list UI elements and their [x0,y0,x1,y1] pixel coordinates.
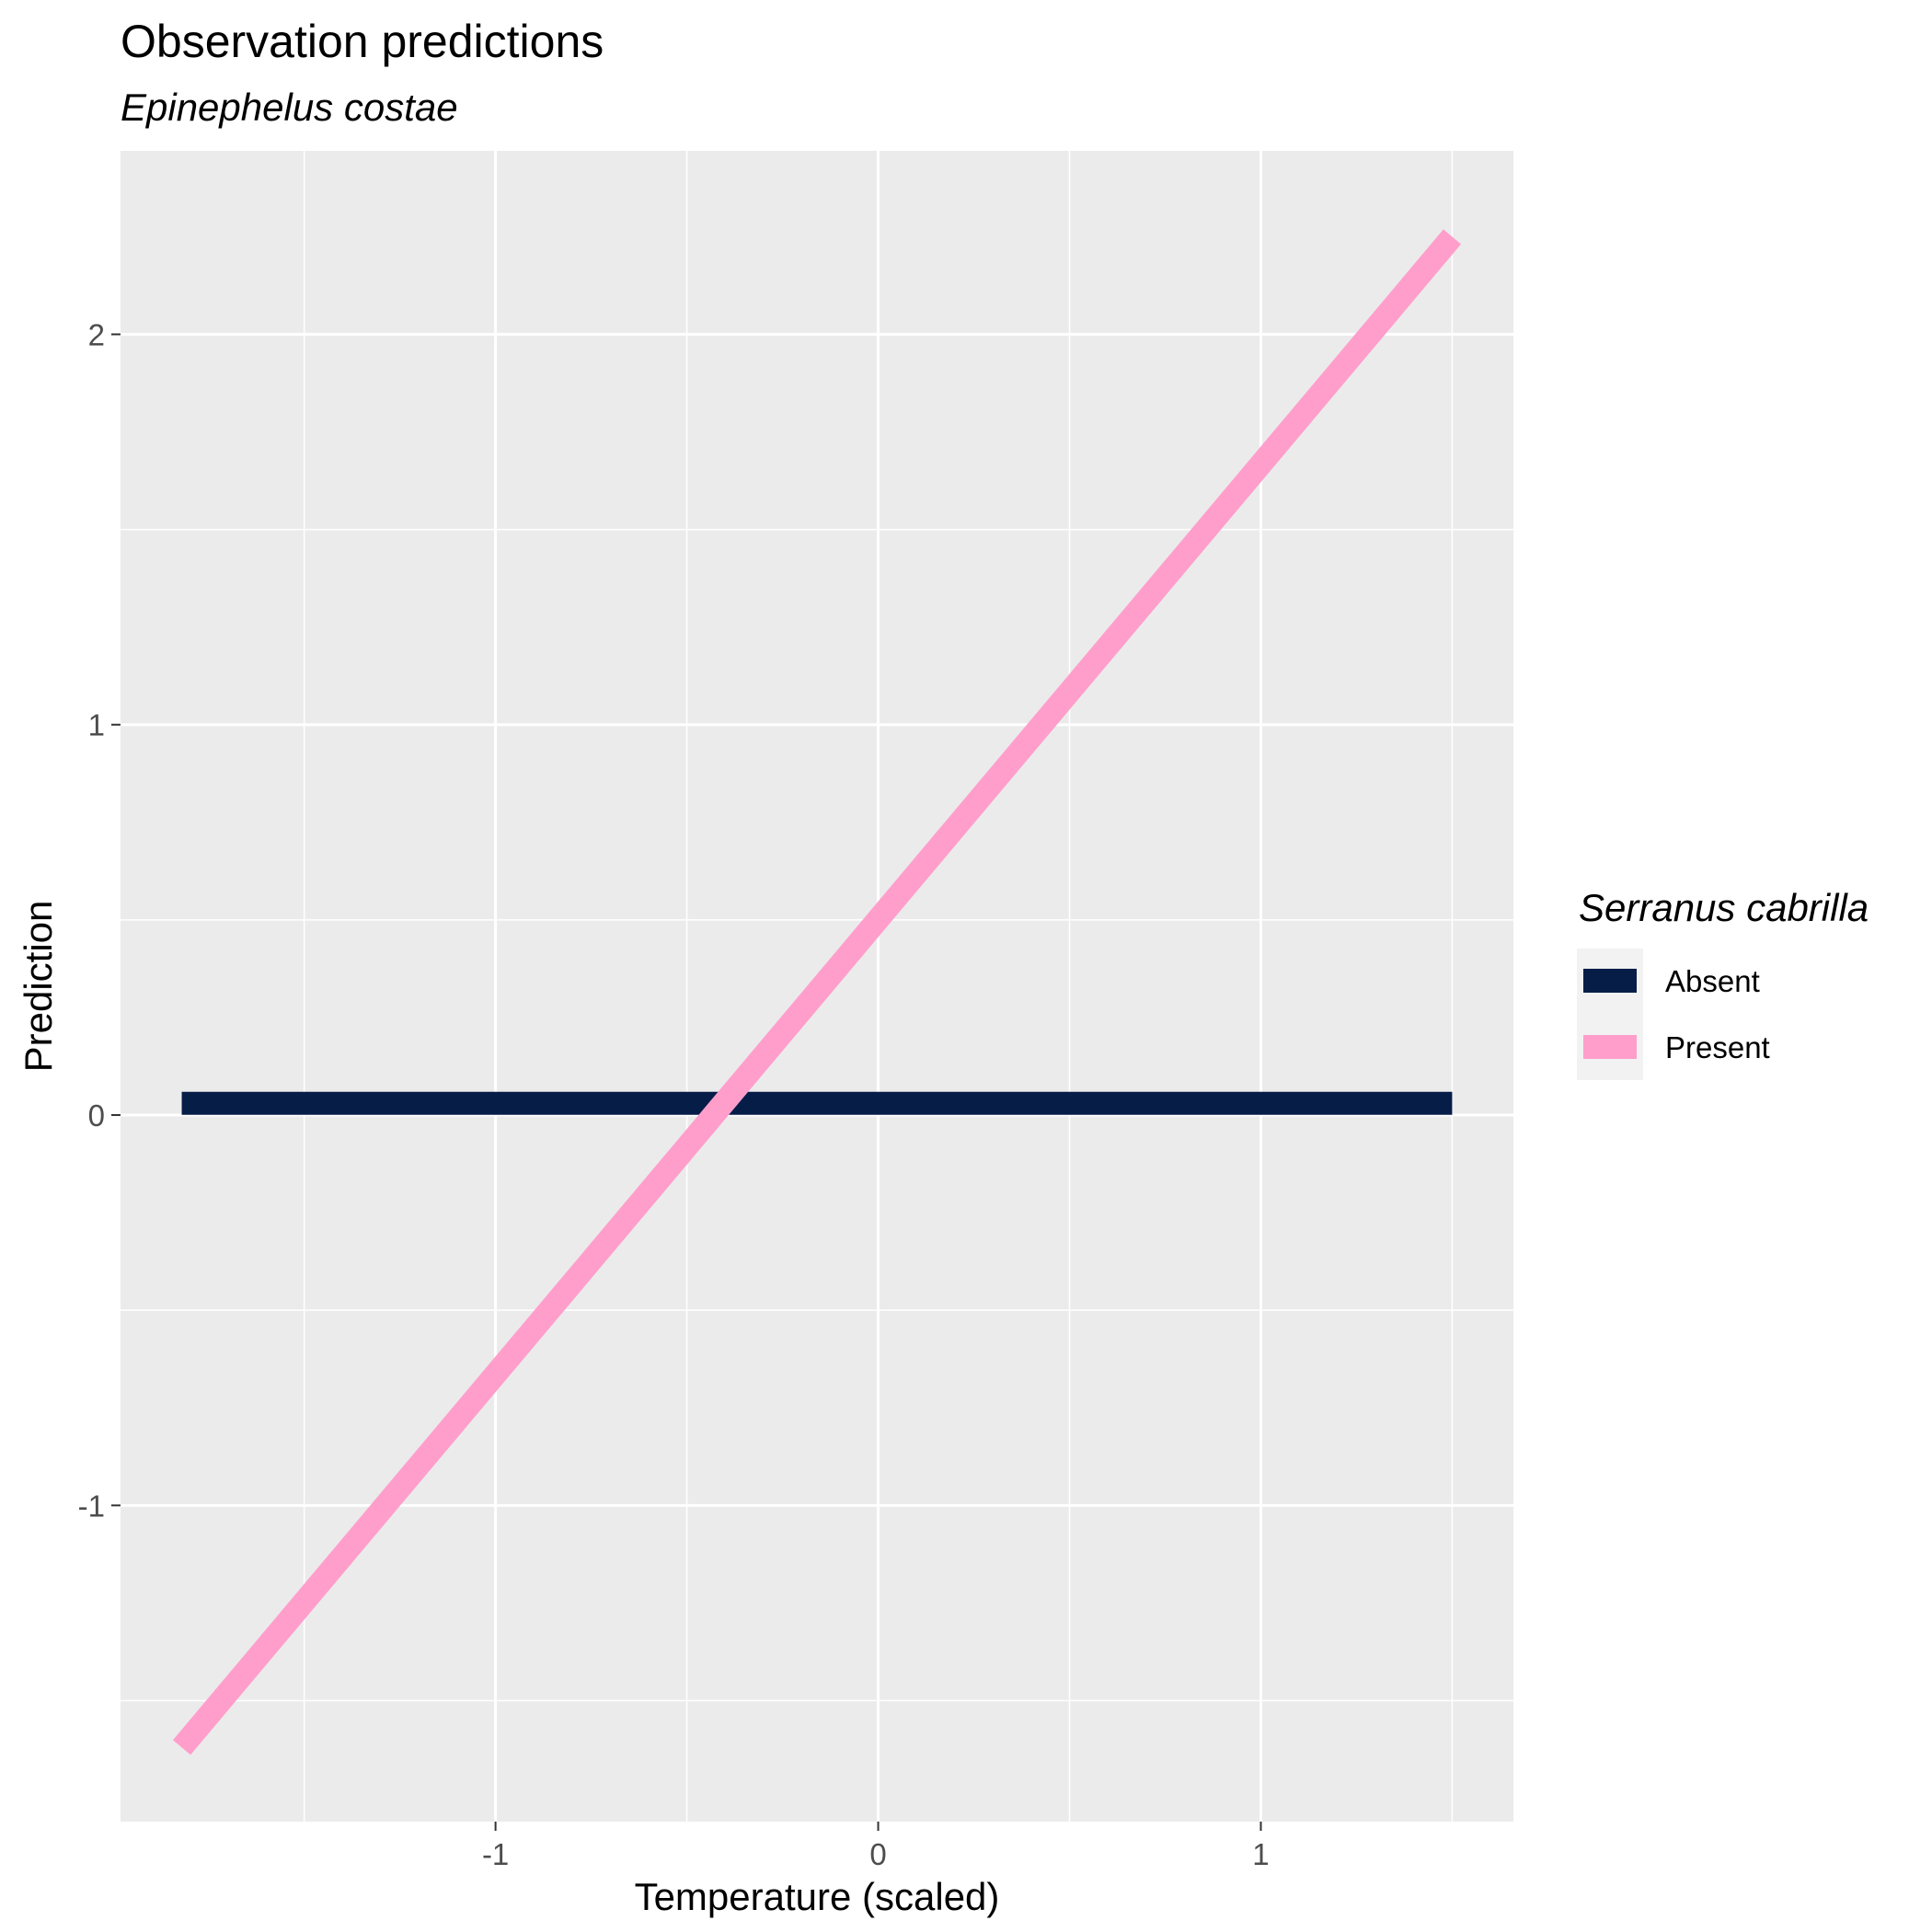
y-tick-labels: -1 0 1 2 [78,317,105,1523]
legend-label-absent: Absent [1665,964,1760,998]
y-tick-label: 2 [88,317,105,351]
legend-key-absent [1583,969,1637,993]
series-line-present [172,229,1462,1755]
chart-title: Observation predictions [121,16,604,67]
axis-ticks [111,333,1262,1831]
y-tick-label: -1 [78,1489,105,1523]
legend: Serranus cabrilla Absent Present [1577,886,1869,1080]
legend-label-present: Present [1665,1030,1770,1064]
legend-items: Absent Present [1583,964,1770,1064]
y-axis-title: Prediction [17,901,60,1073]
x-tick-label: -1 [482,1837,509,1871]
y-tick-label: 0 [88,1098,105,1133]
legend-key-present [1583,1035,1637,1059]
x-tick-label: 0 [869,1837,886,1871]
legend-title: Serranus cabrilla [1579,886,1869,929]
grid-major [121,151,1513,1822]
x-tick-labels: -1 0 1 [482,1837,1270,1871]
legend-key-background [1577,949,1643,1080]
chart-subtitle: Epinephelus costae [121,86,458,129]
y-tick-label: 1 [88,708,105,742]
grid-minor [121,151,1513,1822]
series-layer [172,229,1462,1755]
x-tick-label: 1 [1252,1837,1269,1871]
x-axis-title: Temperature (scaled) [635,1875,1000,1918]
